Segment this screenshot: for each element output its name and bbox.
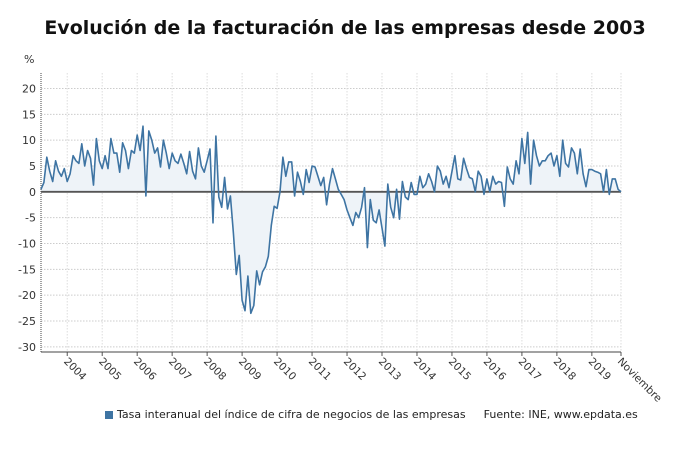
x-tick-label: 2016 [481, 356, 509, 384]
x-tick-label: 2012 [341, 356, 368, 383]
legend-swatch [105, 410, 113, 419]
y-axis-unit-label: % [24, 53, 35, 66]
y-tick-label: -5 [25, 212, 36, 225]
legend-label: Tasa interanual del índice de cifra de n… [117, 408, 466, 421]
source-note: Fuente: INE, www.epdata.es [483, 408, 638, 421]
x-tick-label: 2005 [96, 356, 123, 383]
x-tick-label: 2017 [516, 356, 543, 383]
y-tick-label: -30 [18, 341, 36, 354]
chart-title: Evolución de la facturación de las empre… [44, 17, 646, 39]
area-fill [41, 126, 621, 314]
y-tick-label: 10 [22, 134, 36, 147]
y-tick-label: 15 [22, 108, 36, 121]
y-tick-label: -25 [18, 315, 36, 328]
x-tick-label: 2008 [201, 356, 228, 383]
x-tick-label: 2011 [306, 356, 333, 383]
x-tick-label: 2004 [61, 356, 89, 384]
x-tick-label: 2013 [376, 356, 403, 383]
x-tick-label: 2009 [236, 356, 263, 383]
x-tick-label: 2014 [411, 356, 439, 384]
y-tick-label: 0 [29, 186, 36, 199]
x-tick-label: 2007 [166, 356, 193, 383]
x-tick-label: 2018 [551, 356, 578, 383]
series-line [40, 125, 622, 315]
x-tick-label: Noviembre [615, 356, 664, 405]
x-tick-label: 2019 [586, 356, 613, 383]
x-tick-label: 2006 [131, 356, 159, 384]
x-tick-label: 2015 [446, 356, 473, 383]
legend: Tasa interanual del índice de cifra de n… [105, 408, 638, 421]
y-tick-label: -20 [18, 289, 36, 302]
y-tick-label: -15 [18, 263, 36, 276]
y-tick-label: -10 [18, 238, 36, 251]
x-tick-label: 2010 [271, 356, 298, 383]
y-tick-label: 5 [29, 160, 36, 173]
y-tick-label: 20 [22, 83, 36, 96]
